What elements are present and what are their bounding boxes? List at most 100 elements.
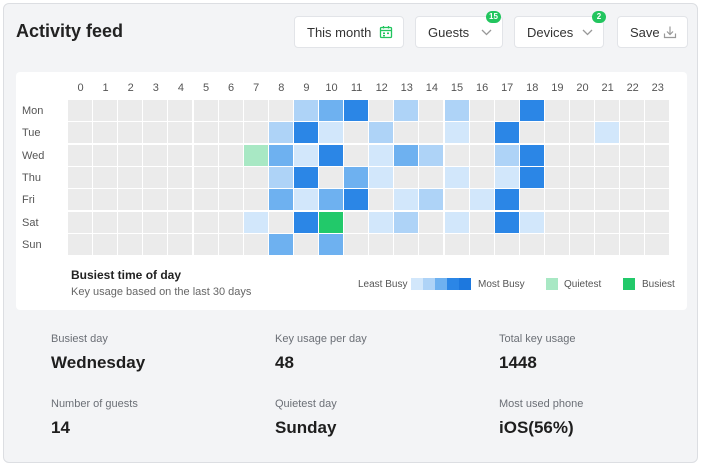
heatmap-cell[interactable]	[344, 189, 369, 211]
heatmap-cell[interactable]	[218, 100, 243, 121]
heatmap-cell[interactable]	[419, 211, 444, 233]
heatmap-cell[interactable]	[620, 144, 645, 166]
heatmap-cell[interactable]	[494, 233, 519, 255]
heatmap-cell[interactable]	[168, 189, 193, 211]
heatmap-cell[interactable]	[645, 211, 670, 233]
heatmap-cell[interactable]	[143, 189, 168, 211]
heatmap-cell[interactable]	[68, 122, 92, 144]
heatmap-cell[interactable]	[645, 189, 670, 211]
heatmap-cell[interactable]	[118, 100, 143, 121]
heatmap-cell[interactable]	[444, 211, 469, 233]
heatmap-cell[interactable]	[68, 211, 92, 233]
heatmap-cell[interactable]	[519, 144, 544, 166]
heatmap-cell[interactable]	[519, 100, 544, 121]
heatmap-cell[interactable]	[93, 144, 118, 166]
heatmap-cell[interactable]	[68, 144, 92, 166]
heatmap-cell[interactable]	[369, 122, 394, 144]
heatmap-cell[interactable]	[570, 100, 594, 121]
heatmap-cell[interactable]	[118, 166, 143, 188]
heatmap-cell[interactable]	[620, 100, 645, 121]
heatmap-cell[interactable]	[595, 122, 620, 144]
heatmap-cell[interactable]	[93, 211, 118, 233]
heatmap-cell[interactable]	[570, 122, 594, 144]
heatmap-cell[interactable]	[369, 166, 394, 188]
heatmap-cell[interactable]	[143, 122, 168, 144]
heatmap-cell[interactable]	[193, 122, 218, 144]
heatmap-cell[interactable]	[193, 189, 218, 211]
heatmap-cell[interactable]	[118, 189, 143, 211]
heatmap-cell[interactable]	[218, 189, 243, 211]
heatmap-cell[interactable]	[494, 166, 519, 188]
heatmap-cell[interactable]	[168, 166, 193, 188]
heatmap-cell[interactable]	[595, 100, 620, 121]
heatmap-cell[interactable]	[293, 189, 318, 211]
heatmap-cell[interactable]	[218, 233, 243, 255]
heatmap-cell[interactable]	[469, 189, 494, 211]
heatmap-cell[interactable]	[494, 211, 519, 233]
heatmap-cell[interactable]	[494, 122, 519, 144]
heatmap-cell[interactable]	[469, 144, 494, 166]
heatmap-cell[interactable]	[645, 100, 670, 121]
heatmap-cell[interactable]	[544, 211, 569, 233]
heatmap-cell[interactable]	[344, 233, 369, 255]
heatmap-cell[interactable]	[419, 233, 444, 255]
heatmap-cell[interactable]	[293, 144, 318, 166]
heatmap-cell[interactable]	[544, 122, 569, 144]
heatmap-cell[interactable]	[319, 122, 343, 144]
heatmap-cell[interactable]	[469, 211, 494, 233]
heatmap-cell[interactable]	[344, 211, 369, 233]
heatmap-cell[interactable]	[419, 100, 444, 121]
heatmap-cell[interactable]	[143, 211, 168, 233]
save-button[interactable]: Save	[617, 16, 688, 48]
heatmap-cell[interactable]	[544, 166, 569, 188]
heatmap-cell[interactable]	[293, 100, 318, 121]
heatmap-cell[interactable]	[469, 100, 494, 121]
heatmap-cell[interactable]	[218, 166, 243, 188]
heatmap-cell[interactable]	[218, 144, 243, 166]
heatmap-cell[interactable]	[168, 100, 193, 121]
heatmap-cell[interactable]	[143, 144, 168, 166]
heatmap-cell[interactable]	[544, 189, 569, 211]
heatmap-cell[interactable]	[645, 144, 670, 166]
heatmap-cell[interactable]	[369, 211, 394, 233]
heatmap-cell[interactable]	[645, 166, 670, 188]
heatmap-cell[interactable]	[243, 189, 268, 211]
heatmap-cell[interactable]	[369, 100, 394, 121]
heatmap-cell[interactable]	[444, 166, 469, 188]
heatmap-cell[interactable]	[394, 144, 419, 166]
heatmap-cell[interactable]	[570, 211, 594, 233]
heatmap-cell[interactable]	[344, 144, 369, 166]
heatmap-cell[interactable]	[68, 233, 92, 255]
heatmap-cell[interactable]	[519, 189, 544, 211]
heatmap-cell[interactable]	[494, 144, 519, 166]
heatmap-cell[interactable]	[469, 233, 494, 255]
heatmap-cell[interactable]	[319, 166, 343, 188]
heatmap-cell[interactable]	[620, 189, 645, 211]
heatmap-cell[interactable]	[595, 144, 620, 166]
heatmap-cell[interactable]	[444, 122, 469, 144]
heatmap-cell[interactable]	[544, 100, 569, 121]
guests-filter[interactable]: Guests 15	[415, 11, 503, 48]
heatmap-cell[interactable]	[93, 122, 118, 144]
heatmap-cell[interactable]	[444, 233, 469, 255]
heatmap-cell[interactable]	[93, 166, 118, 188]
heatmap-cell[interactable]	[68, 166, 92, 188]
heatmap-cell[interactable]	[319, 189, 343, 211]
heatmap-cell[interactable]	[268, 144, 293, 166]
heatmap-cell[interactable]	[118, 211, 143, 233]
heatmap-cell[interactable]	[143, 100, 168, 121]
heatmap-cell[interactable]	[620, 122, 645, 144]
heatmap-cell[interactable]	[293, 166, 318, 188]
heatmap-cell[interactable]	[193, 166, 218, 188]
heatmap-cell[interactable]	[319, 100, 343, 121]
heatmap-cell[interactable]	[419, 189, 444, 211]
heatmap-cell[interactable]	[595, 189, 620, 211]
heatmap-cell[interactable]	[118, 122, 143, 144]
heatmap-cell[interactable]	[570, 189, 594, 211]
heatmap-cell[interactable]	[494, 100, 519, 121]
heatmap-cell[interactable]	[93, 189, 118, 211]
heatmap-cell[interactable]	[394, 100, 419, 121]
heatmap-cell[interactable]	[369, 233, 394, 255]
heatmap-cell[interactable]	[544, 144, 569, 166]
heatmap-cell[interactable]	[570, 144, 594, 166]
